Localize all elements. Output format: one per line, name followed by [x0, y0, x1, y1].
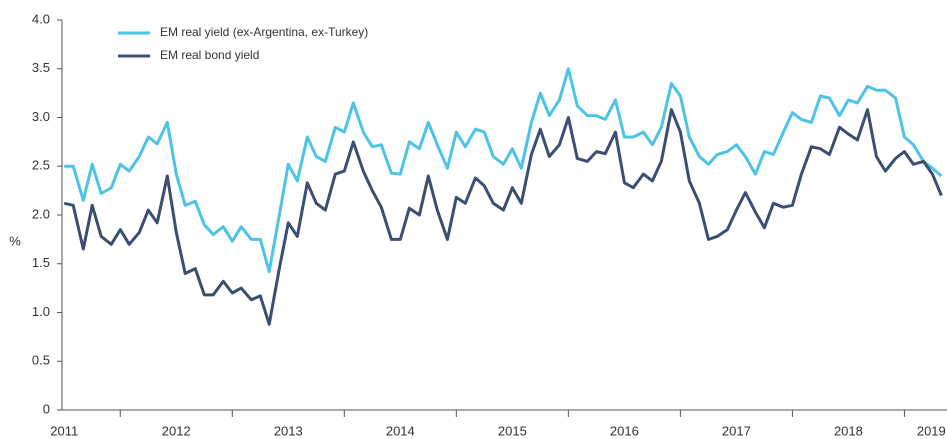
- x-tick-label: 2012: [162, 423, 191, 438]
- y-tick-label: 4.0: [32, 11, 50, 26]
- y-tick-label: 1.0: [32, 304, 50, 319]
- x-tick-label: 2015: [498, 423, 527, 438]
- y-tick-label: 3.5: [32, 60, 50, 75]
- y-axis-label: %: [9, 233, 21, 248]
- legend-label: EM real yield (ex-Argentina, ex-Turkey): [160, 25, 368, 39]
- x-tick-label: 2016: [610, 423, 639, 438]
- y-tick-label: 0: [43, 401, 50, 416]
- y-tick-label: 2.5: [32, 158, 50, 173]
- y-tick-label: 2.0: [32, 206, 50, 221]
- x-tick-label: 2014: [386, 423, 415, 438]
- x-tick-label: 2018: [834, 423, 863, 438]
- x-tick-label: 2011: [50, 423, 78, 438]
- y-tick-label: 3.0: [32, 109, 50, 124]
- x-tick-label: 2017: [722, 423, 751, 438]
- legend-label: EM real bond yield: [160, 48, 259, 62]
- y-tick-label: 0.5: [32, 353, 50, 368]
- line-series: [63, 108, 943, 326]
- x-tick-label: 2019: [917, 423, 946, 438]
- y-tick-label: 1.5: [32, 255, 50, 270]
- x-tick-label: 2013: [274, 423, 303, 438]
- line-series: [64, 67, 943, 274]
